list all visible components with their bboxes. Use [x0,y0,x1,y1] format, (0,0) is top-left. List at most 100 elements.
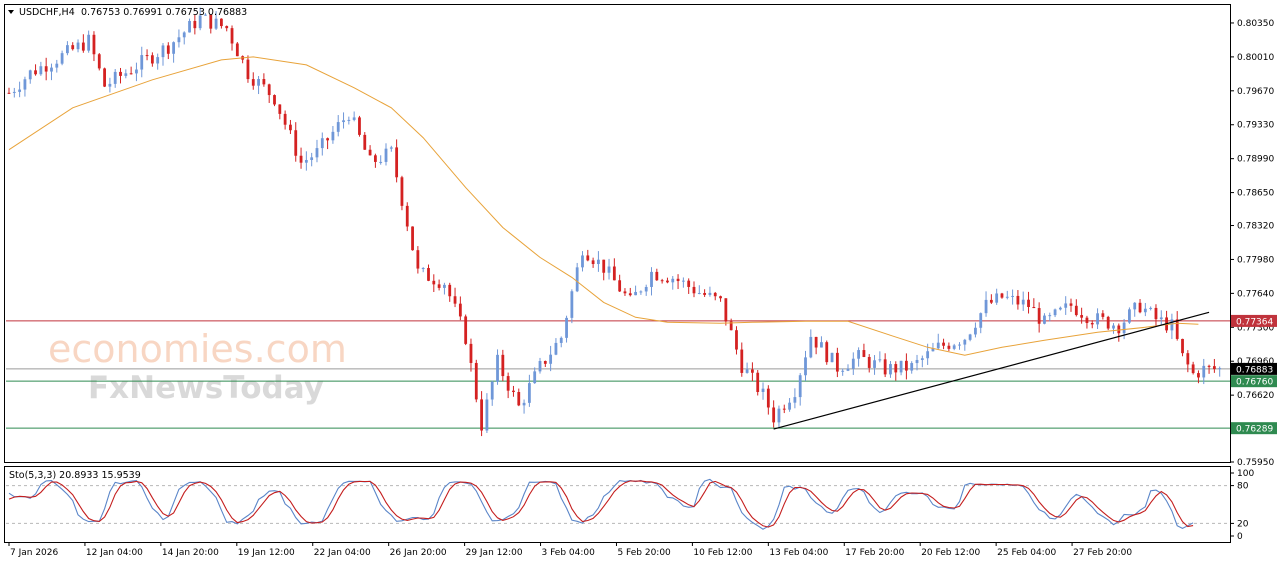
candle-body [936,342,940,349]
candle-body [1053,309,1057,316]
candle-body [1005,296,1009,298]
candle [66,41,69,56]
candle [761,382,765,400]
candle [283,110,287,130]
candle [724,298,728,326]
level-tag-label: 0.76760 [1236,378,1273,388]
candle [740,342,744,377]
candle [1197,370,1200,384]
candle-body [108,83,112,87]
price-tick-label: 0.78650 [1237,189,1274,199]
price-tick-label: 0.77300 [1237,323,1274,333]
candle-body [756,372,760,392]
candle [81,34,85,53]
candle-body [44,66,48,72]
candle [358,115,361,137]
trend-line[interactable] [773,311,1210,430]
candle [597,251,600,272]
time-tick-label: 5 Feb 20:00 [617,548,671,558]
candle [55,59,59,73]
candle [1021,291,1025,311]
candle-body [1191,364,1195,374]
candle [1207,364,1211,374]
candle [23,76,27,97]
candle [124,69,128,79]
candle-body [878,359,882,361]
candle [915,354,919,371]
candle-body [50,67,53,72]
candle-body [379,161,383,163]
price-tick-label: 0.79330 [1237,121,1274,131]
candle-body [506,376,510,391]
level-tag-label: 0.77364 [1236,317,1273,327]
candle-body [485,399,489,431]
candle [198,7,202,31]
candle [1037,302,1041,333]
candle-body [1143,308,1147,313]
candle-body [135,69,138,74]
candle-body [591,260,595,265]
level-tag-0 [1231,314,1277,327]
candle-body [942,342,945,346]
candle-body [559,337,563,343]
candle [235,42,239,57]
candle [389,145,393,152]
candle-body [1149,307,1153,309]
candle [549,345,553,372]
candle-body [1080,315,1084,318]
candle-body [607,266,611,273]
level-tag-3 [1231,422,1277,435]
stoch-tick-label: 80 [1237,482,1249,492]
candle-body [671,278,675,283]
candle-body [368,149,372,156]
candle-body [527,383,531,403]
candle [310,152,314,167]
symbol-dropdown-icon[interactable] [8,10,14,14]
candle-body [857,350,861,359]
main-panel-frame [4,4,1231,463]
candle [458,296,462,321]
candle-body [1138,302,1142,313]
candle-body [931,348,935,352]
candle [220,18,223,29]
candle-body [602,259,606,273]
candle-body [1154,307,1158,320]
candle-body [623,291,627,294]
candle-body [522,402,526,406]
candle [1000,292,1004,299]
candle-body [1058,307,1062,310]
candle [512,385,515,397]
candle [947,342,951,352]
candle [1170,313,1174,340]
candle [650,267,653,296]
candle-body [18,89,22,92]
candle [405,202,409,232]
candle [559,336,563,348]
price-tick-label: 0.76620 [1237,391,1274,401]
candle-body [490,381,494,400]
candle [182,31,186,45]
candle-body [373,155,377,162]
candle-body [352,117,356,120]
candle-body [220,18,223,27]
candle [204,13,207,16]
candle-body [214,18,218,29]
watermark-sub: FxNewsToday [88,370,324,406]
candle [135,62,138,82]
candle-body [1090,323,1094,325]
candle [336,115,340,137]
candle [373,153,377,168]
candle [867,354,871,373]
candle [1181,338,1184,357]
candle-body [899,360,903,373]
candle-body [7,92,11,94]
candle [60,50,64,66]
candle [889,360,892,378]
candle [692,281,696,298]
candle [347,116,351,125]
candle-body [820,342,823,348]
candle-body [1048,315,1052,317]
candle-body [124,73,128,76]
candle [44,57,48,81]
